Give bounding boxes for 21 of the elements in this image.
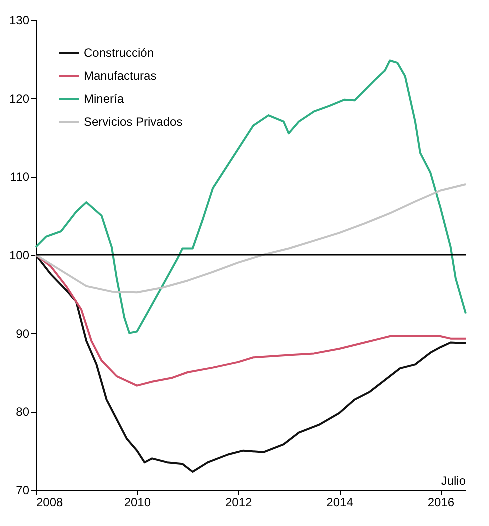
x-tick-label: 2008 xyxy=(36,496,64,510)
line-series xyxy=(35,60,467,334)
x-tick-label: 2012 xyxy=(226,496,253,510)
annotation: Julio xyxy=(441,474,466,488)
legend-label: Construcción xyxy=(84,46,154,60)
x-tick-label: 2016 xyxy=(428,496,455,510)
y-tick-label: 70 xyxy=(16,484,30,498)
line-series xyxy=(35,184,467,294)
y-tick-label: 90 xyxy=(16,326,30,341)
legend-label: Minería xyxy=(84,92,124,106)
y-tick-label: 110 xyxy=(10,170,30,184)
y-tick-label: 120 xyxy=(9,92,30,106)
legend-label: Manufacturas xyxy=(84,69,157,83)
x-tick-label: 2014 xyxy=(326,496,354,510)
y-tick-label: 130 xyxy=(9,14,30,28)
y-tick-label: 100 xyxy=(9,248,30,262)
legend-label: Servicios Privados xyxy=(84,115,183,129)
line-series xyxy=(35,254,467,387)
line-series xyxy=(35,254,467,473)
x-tick-label: 2010 xyxy=(124,496,152,510)
y-tick-label: 80 xyxy=(16,405,30,420)
